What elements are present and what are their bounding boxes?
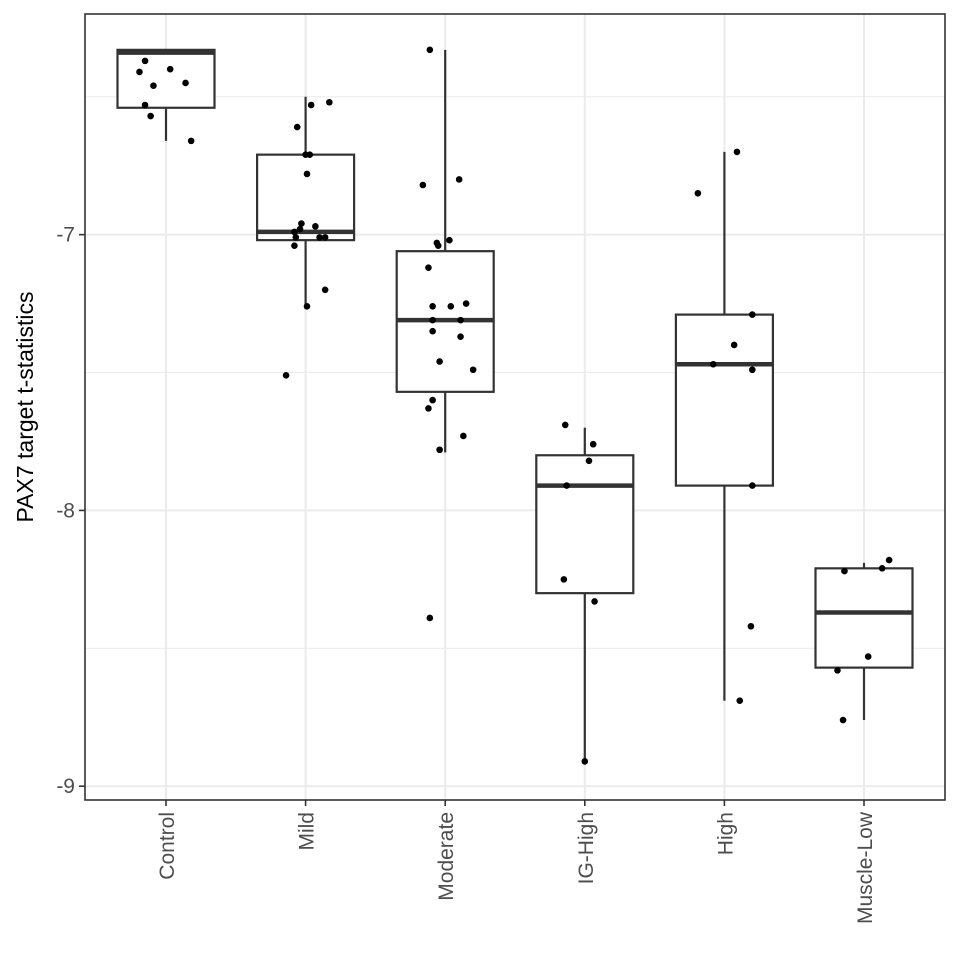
data-point-mild <box>282 371 290 379</box>
data-point-control <box>147 112 154 120</box>
axes: -9 -8 -7 Control Mild Moderate IG-High High Musc… <box>56 224 877 924</box>
data-point-high <box>694 189 702 197</box>
data-point-mild <box>303 303 311 310</box>
y-tick-label: -9 <box>56 775 75 798</box>
data-point-moderate <box>457 333 464 340</box>
data-point-moderate <box>447 303 455 310</box>
data-point-moderate <box>460 432 467 440</box>
data-point-ig-high <box>589 440 597 448</box>
y-tick-label: -8 <box>56 499 75 522</box>
data-point-moderate <box>434 242 442 249</box>
data-point-mild <box>306 151 314 158</box>
data-point-high <box>749 366 756 374</box>
box-high <box>674 313 775 487</box>
data-point-mild <box>296 225 304 233</box>
data-point-muscle-low <box>878 565 886 572</box>
data-point-control <box>136 68 143 76</box>
y-axis-title: PAX7 target t-statistics <box>12 292 38 523</box>
data-point-mild <box>298 220 305 227</box>
data-point-moderate <box>429 303 436 310</box>
panel-border <box>84 13 946 801</box>
box-ig-high <box>535 454 635 595</box>
data-point-high <box>749 311 756 318</box>
data-point-mild <box>291 228 298 236</box>
boxes <box>116 48 914 765</box>
data-point-high <box>749 482 756 489</box>
data-point-mild <box>291 242 298 249</box>
jitter-points <box>136 46 893 765</box>
data-point-mild <box>321 234 329 241</box>
data-point-moderate <box>436 446 443 454</box>
data-point-ig-high <box>561 421 569 429</box>
x-tick-label: Mild <box>296 812 319 851</box>
data-point-control <box>182 79 189 87</box>
data-point-mild <box>307 101 315 109</box>
data-point-moderate <box>429 316 436 324</box>
data-point-moderate <box>426 46 434 54</box>
data-point-mild <box>312 223 319 230</box>
data-point-mild <box>303 170 311 178</box>
data-point-muscle-low <box>834 667 841 674</box>
data-point-mild <box>321 286 329 294</box>
data-point-moderate <box>419 181 427 189</box>
data-point-muscle-low <box>864 653 872 660</box>
data-point-high <box>730 341 738 349</box>
data-point-high <box>736 697 744 705</box>
y-tick-label: -7 <box>56 224 75 247</box>
data-point-moderate <box>426 614 434 622</box>
data-point-ig-high <box>585 457 593 465</box>
data-point-moderate <box>429 327 436 335</box>
data-point-mild <box>292 234 300 241</box>
data-point-moderate <box>446 236 453 244</box>
data-point-control <box>141 101 149 109</box>
x-tick-label: Control <box>156 812 179 880</box>
data-point-ig-high <box>581 758 589 765</box>
data-point-moderate <box>457 316 464 324</box>
data-point-mild <box>326 98 333 106</box>
data-point-control <box>166 65 174 73</box>
data-point-muscle-low <box>841 567 848 575</box>
data-point-muscle-low <box>839 716 847 724</box>
data-point-ig-high <box>563 482 570 489</box>
box-mild <box>256 153 356 242</box>
data-point-mild <box>316 234 323 241</box>
box-control <box>116 48 216 109</box>
data-point-moderate <box>455 176 463 183</box>
data-point-high <box>709 360 717 368</box>
x-tick-label: High <box>714 812 737 855</box>
data-point-mild <box>293 123 301 131</box>
box-muscle-low <box>814 567 914 669</box>
data-point-moderate <box>429 396 436 404</box>
data-point-moderate <box>425 405 432 412</box>
data-point-high <box>747 622 755 630</box>
x-tick-label: Muscle-Low <box>854 811 877 924</box>
data-point-moderate <box>425 264 432 272</box>
data-point-control <box>187 137 195 145</box>
data-point-moderate <box>462 300 470 307</box>
x-tick-label: Moderate <box>435 812 458 901</box>
data-point-moderate <box>469 366 477 374</box>
data-point-high <box>733 148 741 156</box>
data-point-control <box>141 57 149 65</box>
data-point-ig-high <box>591 598 598 605</box>
data-point-control <box>150 82 157 90</box>
data-point-muscle-low <box>885 556 893 564</box>
x-tick-label: IG-High <box>575 812 598 884</box>
data-point-ig-high <box>560 576 568 583</box>
data-point-moderate <box>436 358 443 365</box>
